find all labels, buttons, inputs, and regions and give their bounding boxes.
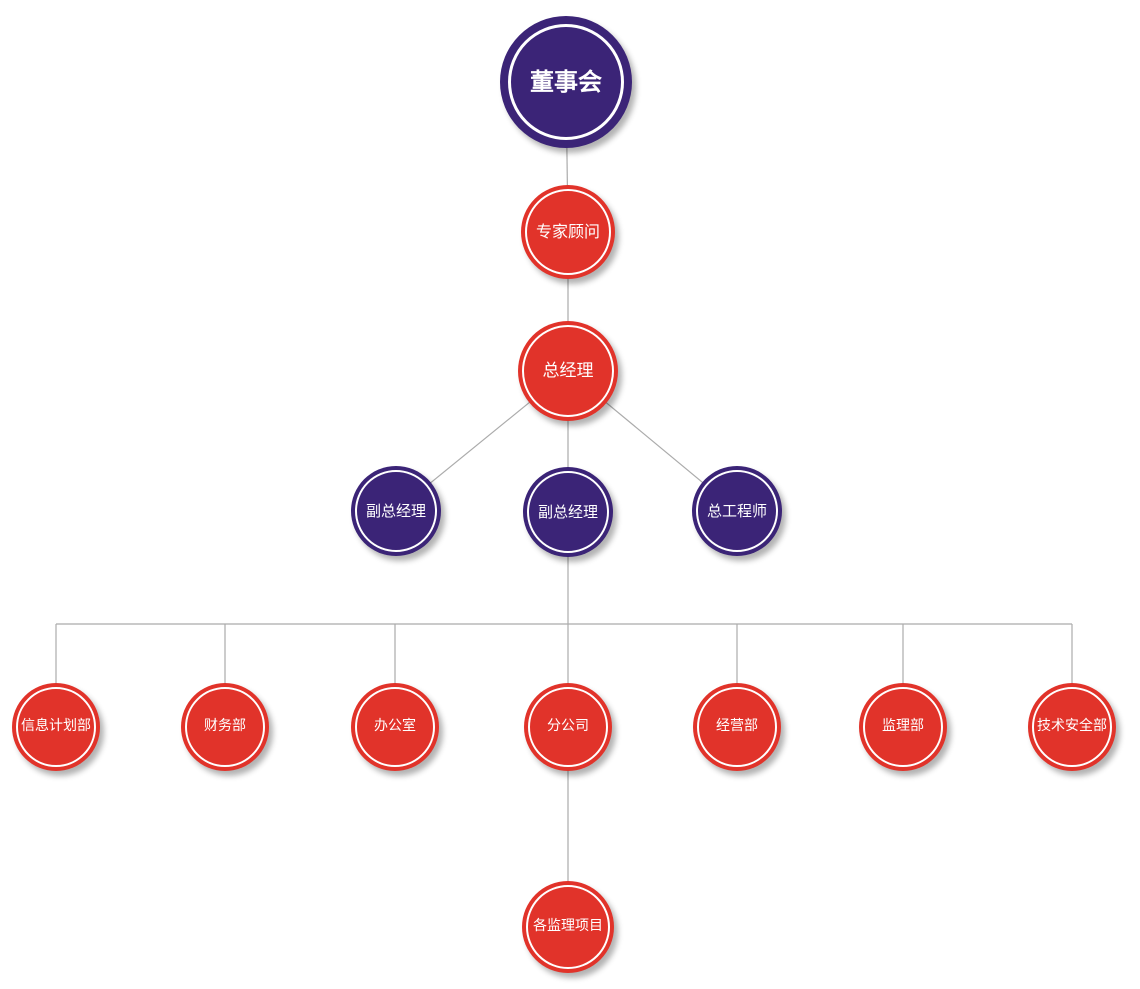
node-label: 分公司 <box>547 718 589 735</box>
node-supervision-projects: 各监理项目 <box>522 881 614 973</box>
node-branch-company: 分公司 <box>524 683 612 771</box>
node-label: 办公室 <box>374 718 416 735</box>
node-expert-advisor: 专家顾问 <box>521 185 615 279</box>
node-label: 专家顾问 <box>535 222 600 242</box>
node-deputy-general-manager-1: 副总经理 <box>351 466 441 556</box>
node-label: 技术安全部 <box>1037 718 1107 735</box>
node-dept-tech-safety: 技术安全部 <box>1028 683 1116 771</box>
node-label: 财务部 <box>204 718 246 735</box>
node-label: 副总经理 <box>365 501 426 520</box>
node-board-of-directors: 董事会 <box>500 16 632 148</box>
node-label: 总经理 <box>542 360 594 381</box>
node-label: 经营部 <box>716 718 758 735</box>
node-label: 董事会 <box>530 67 602 96</box>
node-label: 总工程师 <box>706 501 767 520</box>
node-dept-operations: 经营部 <box>693 683 781 771</box>
node-label: 信息计划部 <box>21 718 91 735</box>
node-dept-info-planning: 信息计划部 <box>12 683 100 771</box>
node-label: 副总经理 <box>537 502 598 521</box>
node-chief-engineer: 总工程师 <box>692 466 782 556</box>
node-label: 各监理项目 <box>533 918 603 935</box>
node-dept-finance: 财务部 <box>181 683 269 771</box>
node-dept-office: 办公室 <box>351 683 439 771</box>
node-deputy-general-manager-2: 副总经理 <box>523 467 613 557</box>
node-dept-supervision: 监理部 <box>859 683 947 771</box>
node-label: 监理部 <box>882 718 924 735</box>
node-general-manager: 总经理 <box>518 321 618 421</box>
